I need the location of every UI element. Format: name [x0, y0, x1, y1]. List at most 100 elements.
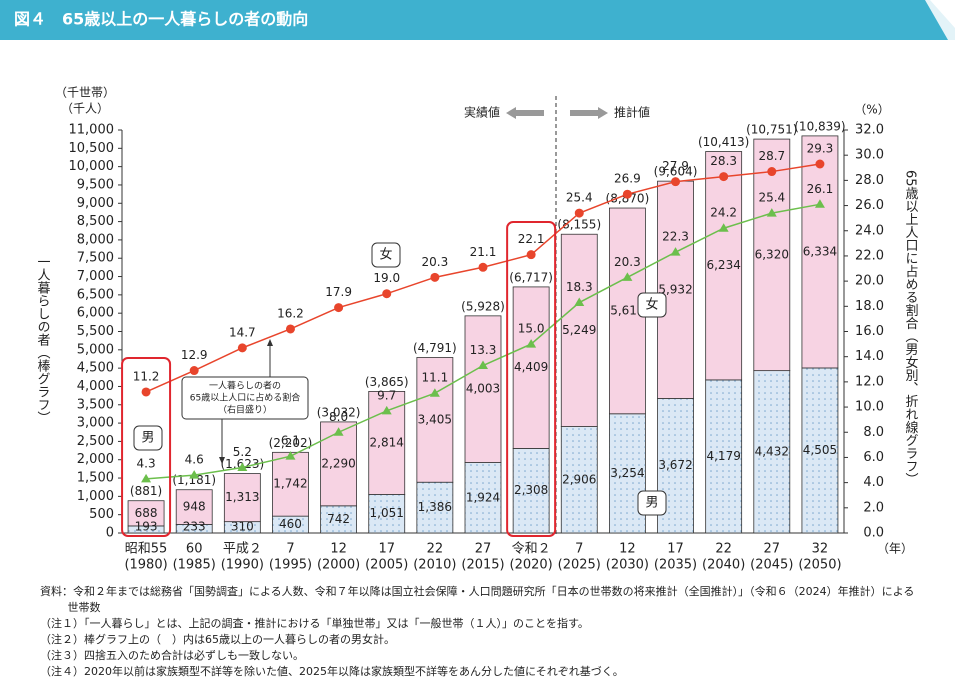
- total-label: (9,604): [654, 165, 698, 179]
- highlight: [506, 221, 557, 537]
- bar-label: 1,386: [418, 500, 452, 514]
- x-tick-year: (2020): [510, 558, 553, 573]
- bar-label: 2,906: [562, 472, 596, 486]
- line-label: 18.3: [566, 280, 593, 294]
- y-unit: （千人）: [61, 102, 109, 116]
- annotation: 女: [645, 297, 658, 313]
- point: [815, 159, 825, 169]
- y-tick-label: 10,500: [69, 141, 115, 156]
- x-tick-label: 12: [619, 542, 636, 557]
- bar-female: [223, 473, 261, 523]
- x-tick-year: (2030): [606, 558, 649, 573]
- y2-tick-label: 12.0: [855, 374, 884, 389]
- bar-label: 460: [279, 517, 302, 531]
- y-tick-label: 3,500: [77, 397, 114, 412]
- bar-label: 1,924: [466, 490, 500, 504]
- annotation: 男: [141, 431, 154, 446]
- total-label: (2,202): [269, 436, 313, 450]
- y-tick-label: 5,500: [77, 324, 114, 339]
- line-label: 26.1: [807, 182, 834, 196]
- line-label: 5.2: [233, 445, 252, 459]
- line-label: 11.1: [422, 371, 449, 385]
- point: [285, 324, 295, 334]
- arrow: [506, 107, 544, 119]
- callout-text: （右目盛り）: [218, 404, 272, 416]
- line-label: 29.3: [807, 142, 834, 156]
- highlight: [121, 357, 172, 537]
- total-label: (10,751): [746, 123, 797, 137]
- bar-label: 688: [135, 506, 158, 520]
- bar-label: 4,409: [514, 360, 548, 374]
- notes: 資料：令和２年までは総務省「国勢調査」による人数、令和７年以降は国立社会保障・人…: [40, 584, 920, 680]
- bar-label: 2,308: [514, 483, 548, 497]
- point: [382, 289, 392, 299]
- point: [622, 189, 632, 199]
- point: [334, 303, 344, 313]
- line-label: 27.9: [662, 159, 689, 173]
- y2-tick-label: 24.0: [855, 223, 884, 238]
- bar-male: [753, 370, 791, 534]
- x-tick-year: (2040): [702, 558, 745, 573]
- note: 資料：令和２年までは総務省「国勢調査」による人数、令和７年以降は国立社会保障・人…: [40, 585, 915, 614]
- bar-female: [127, 500, 165, 527]
- callout-text: 65歳以上人口に占める割合: [190, 392, 300, 404]
- y2-tick-label: 14.0: [855, 349, 884, 364]
- x-unit: （年）: [877, 542, 913, 556]
- y2-tick-label: 20.0: [855, 274, 884, 289]
- line-label: 25.4: [758, 191, 785, 205]
- point: [622, 272, 633, 281]
- bar-label: 742: [327, 512, 350, 526]
- actual-label: 実績値: [464, 105, 500, 120]
- point: [574, 208, 584, 218]
- note: （注３）四捨五入のため合計は必ずしも一致しない。: [40, 649, 304, 662]
- y-tick-label: 4,500: [77, 361, 114, 376]
- label-box: [133, 425, 163, 451]
- point: [766, 208, 777, 217]
- y2-tick-label: 6.0: [863, 450, 884, 465]
- total-label: (6,717): [509, 270, 553, 284]
- line-label: 22.3: [662, 230, 689, 244]
- title-bar: [0, 0, 948, 40]
- y-tick-label: 2,000: [77, 452, 114, 467]
- y-tick-label: 3,000: [77, 416, 114, 431]
- arrow-head: [219, 457, 225, 464]
- y2-tick-label: 32.0: [855, 123, 884, 138]
- line-label: 26.9: [614, 172, 641, 186]
- line-label: 6.1: [281, 434, 300, 448]
- total-label: (3,865): [365, 375, 409, 389]
- point: [429, 388, 440, 397]
- annotation: 女: [379, 247, 392, 263]
- point: [381, 405, 392, 415]
- bar-label: 1,742: [273, 477, 307, 491]
- bar-male: [512, 448, 550, 534]
- line-label: 21.1: [470, 245, 497, 259]
- y2-tick-label: 16.0: [855, 324, 884, 339]
- line-label: 12.9: [181, 348, 208, 362]
- point: [478, 360, 488, 370]
- y-tick-label: 1,000: [77, 489, 114, 504]
- x-tick-label: 17: [378, 542, 395, 557]
- point: [285, 451, 296, 460]
- bar-male: [801, 367, 839, 534]
- total-label: (881): [130, 484, 162, 498]
- y2-tick-label: 0.0: [863, 526, 884, 541]
- point: [719, 172, 729, 182]
- y-tick-label: 7,500: [77, 251, 114, 266]
- line-label: 19.0: [373, 271, 400, 285]
- line-label: 20.3: [614, 255, 641, 269]
- point: [718, 223, 729, 232]
- y-tick-label: 4,000: [77, 379, 114, 394]
- bar-female: [801, 135, 839, 369]
- bar-label: 4,432: [755, 444, 789, 458]
- x-tick-label: 7: [286, 542, 294, 557]
- bar-female: [272, 451, 309, 517]
- x-tick-label: 昭和55: [125, 542, 168, 557]
- x-tick-year: (2025): [558, 558, 601, 573]
- y-axis-title: 一人暮らしの者（棒グラフ）: [35, 255, 51, 424]
- bar-label: 4,505: [803, 443, 837, 457]
- line-label: 15.0: [518, 322, 545, 336]
- y-tick-label: 5,000: [77, 342, 114, 357]
- point: [671, 177, 681, 187]
- bar-label: 4,003: [466, 382, 500, 396]
- bar-label: 3,672: [658, 458, 692, 472]
